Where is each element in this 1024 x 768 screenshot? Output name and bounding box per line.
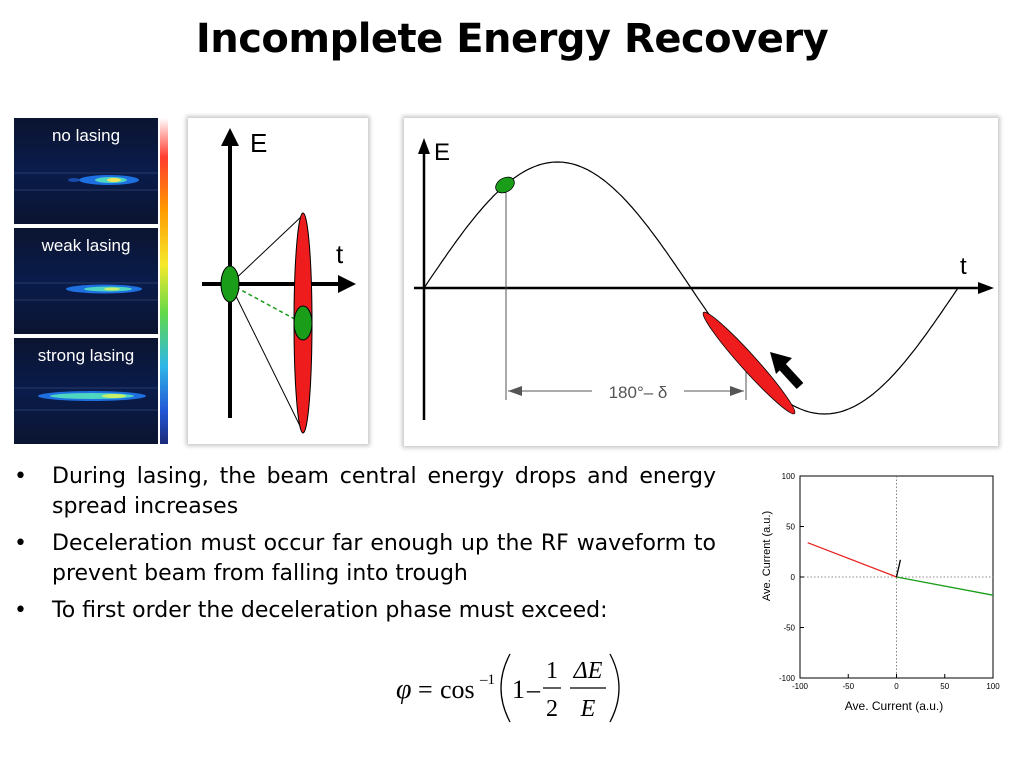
phase-space-diagram: E t — [188, 118, 368, 444]
formula-one: 1 — [512, 675, 525, 704]
dimension-arrow-icon — [508, 386, 522, 396]
projection-line — [229, 215, 303, 285]
chart-x-tick-label: -100 — [792, 682, 809, 691]
bullet-dot: • — [14, 464, 27, 489]
bullet-text: To first order the deceleration phase mu… — [52, 598, 608, 623]
chart-x-tick-label: 100 — [986, 682, 1000, 691]
energy-axis-label: E — [434, 139, 450, 166]
chart-y-tick-label: 100 — [782, 472, 796, 481]
bullet-text: Deceleration must occur far enough up th… — [52, 531, 716, 586]
formula-cos: cos — [440, 675, 475, 704]
rf-waveform-diagram: 180°– δ E t — [404, 118, 998, 446]
reference-bunch-ellipse — [495, 176, 515, 194]
formula-equals: = — [418, 675, 433, 704]
spectrum-trace-image — [14, 387, 158, 411]
spectrometer-images: no lasing weak lasing strong lasing — [14, 118, 168, 444]
chart-x-tick-label: -50 — [842, 682, 854, 691]
chart-series-line — [895, 559, 902, 578]
initial-bunch-ellipse — [220, 265, 240, 303]
color-scale-bar — [160, 118, 168, 444]
dimension-arrow-icon — [730, 386, 744, 396]
decelerated-bunch-ellipse — [702, 311, 796, 415]
time-axis-arrow-icon — [978, 282, 994, 294]
spectrum-label: strong lasing — [37, 346, 135, 365]
bullet-text: During lasing, the beam central energy d… — [52, 464, 716, 519]
bullet-dot: • — [14, 531, 27, 556]
spectrum-trace-image — [14, 172, 158, 191]
formula-exponent: –1 — [479, 672, 495, 688]
formula-phi: φ — [396, 674, 412, 705]
phase-space-svg: E t — [202, 128, 356, 434]
bullet-item: • Deceleration must occur far enough up … — [14, 529, 716, 589]
energy-axis-arrow-icon — [221, 128, 239, 146]
spectrum-panel-strong-lasing: strong lasing — [14, 338, 158, 444]
current-chart: Ave. Current (a.u.) Ave. Current (a.u.) … — [761, 472, 1000, 713]
time-axis-arrow-icon — [338, 275, 356, 293]
formula-fraction-numerator: ΔE — [573, 658, 603, 684]
chart-series-line — [896, 576, 994, 596]
energy-drop-line — [229, 283, 303, 324]
chart-series-line — [807, 542, 897, 578]
spectrum-label: weak lasing — [41, 236, 131, 255]
phase-formula: φ = cos –1 1 – 1 2 ΔE E — [396, 653, 620, 723]
bullet-item: • During lasing, the beam central energy… — [14, 462, 716, 522]
formula-fraction-denominator: E — [580, 696, 596, 722]
rf-waveform-svg: 180°– δ E t — [414, 138, 994, 420]
chart-y-tick-label: 50 — [786, 523, 795, 532]
chart-y-tick-label: -50 — [783, 624, 795, 633]
formula-left-paren — [500, 653, 511, 723]
spectrum-trace-image — [14, 282, 158, 301]
central-bunch-ellipse — [293, 305, 313, 341]
formula-half-denominator: 2 — [546, 696, 558, 722]
bullet-dot: • — [14, 598, 27, 623]
bullet-list: • During lasing, the beam central energy… — [14, 462, 716, 633]
formula-minus: – — [526, 675, 541, 704]
time-axis-label: t — [960, 253, 967, 280]
formula-half-numerator: 1 — [546, 658, 558, 684]
chart-y-tick-label: -100 — [779, 674, 796, 683]
chart-x-axis-label: Ave. Current (a.u.) — [845, 699, 943, 713]
chart-y-axis-label: Ave. Current (a.u.) — [761, 511, 773, 601]
energy-axis-arrow-icon — [418, 138, 430, 154]
bullet-item: • To first order the deceleration phase … — [14, 596, 716, 626]
spectrum-label: no lasing — [51, 126, 121, 145]
formula-right-paren — [609, 653, 620, 723]
slide-title: Incomplete Energy Recovery — [195, 16, 829, 62]
chart-y-tick-label: 0 — [791, 573, 796, 582]
projection-line — [229, 283, 303, 431]
chart-x-tick-label: 50 — [940, 682, 949, 691]
spectrum-panel-weak-lasing: weak lasing — [14, 228, 158, 334]
spectrum-panel-no-lasing: no lasing — [14, 118, 158, 224]
energy-axis-label: E — [250, 128, 267, 158]
shift-arrow-icon — [770, 352, 792, 374]
phase-label: 180°– δ — [609, 383, 668, 402]
time-axis-label: t — [336, 239, 344, 269]
chart-x-tick-label: 0 — [894, 682, 899, 691]
